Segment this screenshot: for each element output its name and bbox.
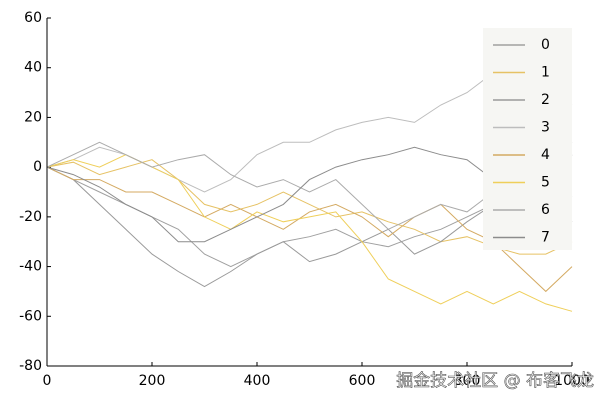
x-tick-label: 1000 bbox=[554, 373, 590, 389]
legend-label: 1 bbox=[541, 65, 550, 81]
y-tick-label: 60 bbox=[24, 10, 42, 26]
y-tick-label: -20 bbox=[19, 209, 42, 225]
x-tick-label: 400 bbox=[244, 373, 271, 389]
y-tick-label: -60 bbox=[19, 308, 42, 324]
x-tick-label: 0 bbox=[43, 373, 52, 389]
y-tick-label: 40 bbox=[24, 60, 42, 76]
legend-label: 6 bbox=[541, 202, 550, 218]
x-tick-label: 800 bbox=[454, 373, 481, 389]
x-tick-label: 600 bbox=[349, 373, 376, 389]
legend-label: 4 bbox=[541, 147, 550, 163]
legend-box bbox=[483, 28, 572, 250]
y-tick-label: 20 bbox=[24, 109, 42, 125]
legend-label: 7 bbox=[541, 230, 550, 246]
y-tick-label: 0 bbox=[33, 159, 42, 175]
legend-label: 5 bbox=[541, 175, 550, 191]
y-tick-label: -40 bbox=[19, 259, 42, 275]
watermark: 掘金技术社区 @ 布客飞龙 bbox=[396, 371, 594, 391]
legend-label: 3 bbox=[541, 120, 550, 136]
legend-label: 0 bbox=[541, 37, 550, 53]
y-tick-label: -80 bbox=[19, 358, 42, 374]
legend-label: 2 bbox=[541, 92, 550, 108]
x-tick-label: 200 bbox=[139, 373, 166, 389]
